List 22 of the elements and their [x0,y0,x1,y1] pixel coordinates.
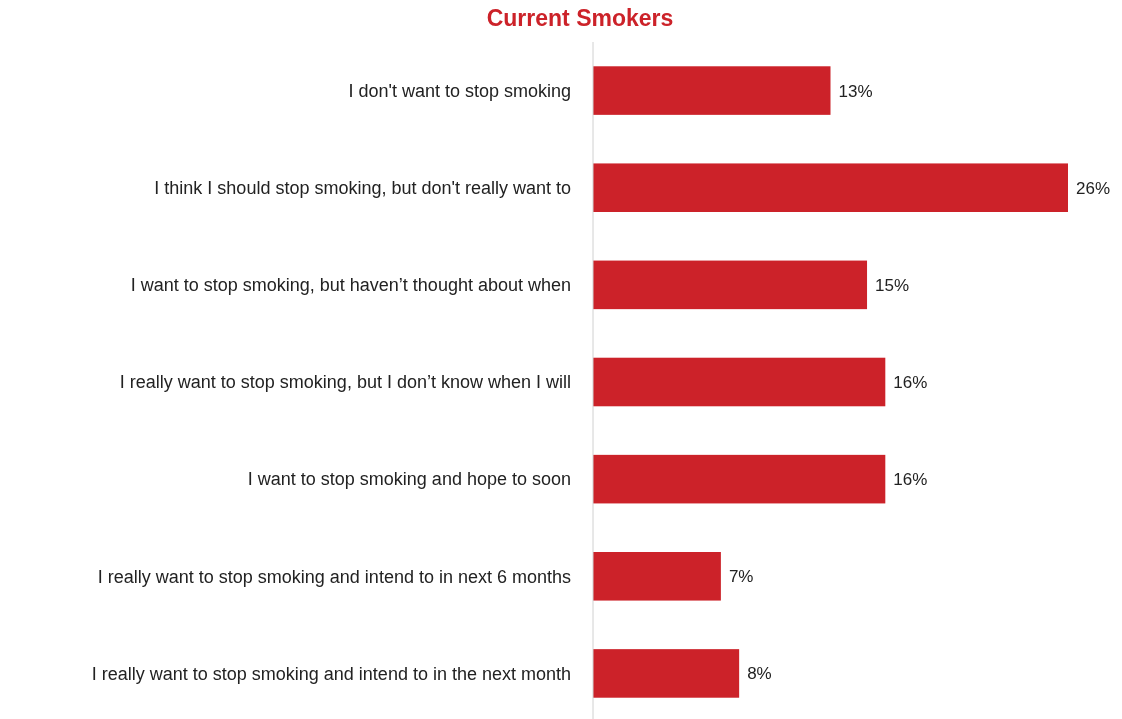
data-label: 7% [728,567,754,587]
y-tick-label: I want to stop smoking and hope to soon [247,469,571,490]
bar [593,649,740,698]
y-tick-label: I really want to stop smoking, but I don’t know when I will [119,372,571,393]
data-label: 8% [747,664,772,684]
data-label: 16% [893,372,928,392]
data-label: 16% [893,470,928,490]
y-tick-label: I don't want to stop smoking [348,80,571,101]
data-label: 15% [875,275,910,295]
chart-title: Current Smokers [486,5,674,31]
bar [593,357,886,407]
bar [593,66,831,115]
y-tick-label: I think I should stop smoking, but don't really want to [154,178,571,199]
data-label: 13% [838,81,873,101]
bar [593,260,868,310]
data-label: 26% [1076,178,1111,198]
bar [593,163,1068,212]
y-tick-label: I really want to stop smoking and intend to in next 6 months [97,566,571,587]
y-tick-label: I want to stop smoking, but haven’t thought about when [130,275,571,296]
bar [593,454,886,504]
y-tick-label: I really want to stop smoking and intend to in the next month [91,663,571,684]
bar [593,552,721,601]
